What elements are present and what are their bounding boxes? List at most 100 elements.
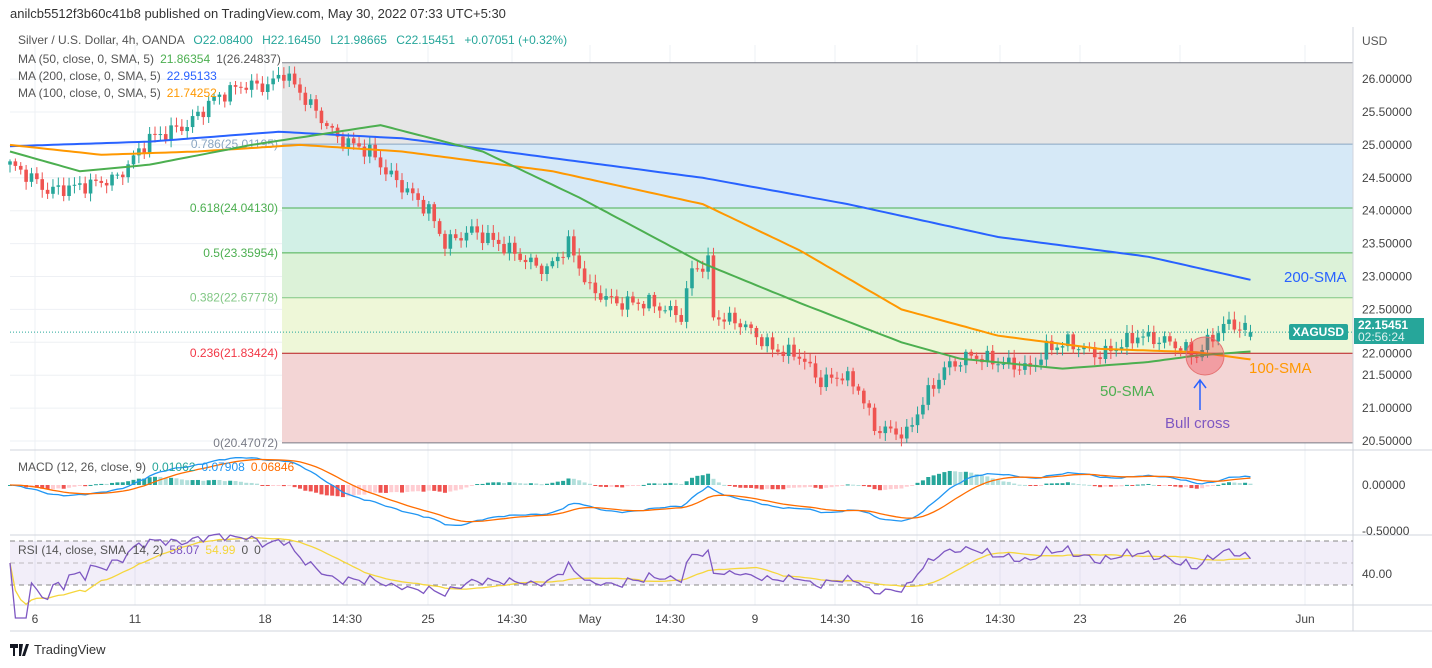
sma100-annotation: 100-SMA	[1249, 360, 1312, 377]
fib-label-0: 0(20.47072)	[213, 436, 278, 450]
candle	[996, 357, 1000, 373]
candle-body	[819, 377, 823, 388]
candle	[813, 355, 818, 384]
candle	[754, 325, 759, 345]
candle-body	[319, 110, 324, 124]
candle	[78, 176, 82, 191]
candle	[470, 219, 474, 235]
ma50-legend[interactable]: MA (50, close, 0, SMA, 5) 21.86354 1(26.24…	[18, 52, 281, 66]
candle	[733, 307, 737, 330]
time-tick: 14:30	[332, 612, 362, 626]
candle-body	[384, 167, 388, 175]
ma200-legend[interactable]: MA (200, close, 0, SMA, 5) 22.95133	[18, 69, 217, 83]
tradingview-logo[interactable]: TradingView	[10, 642, 106, 657]
candle	[1152, 325, 1156, 349]
candle	[915, 406, 920, 434]
candle	[910, 417, 914, 433]
candle-body	[985, 350, 990, 363]
candle-body	[78, 183, 82, 185]
rsi-legend[interactable]: RSI (14, close, SMA, 14, 2) 58.07 54.99 0 0	[18, 543, 261, 557]
macd-histogram-bar	[1237, 482, 1242, 485]
macd-histogram-bar	[937, 473, 942, 485]
macd-histogram-bar	[641, 484, 646, 486]
candle	[453, 229, 458, 241]
candle-body	[802, 358, 807, 362]
publisher-line: anilcb5512f3b60c41b8 published on Tradin…	[10, 6, 506, 21]
candle-body	[620, 303, 624, 310]
macd-histogram-bar	[152, 476, 157, 485]
candle-body	[636, 302, 641, 304]
candle	[727, 306, 732, 325]
macd-histogram-bar	[464, 485, 469, 488]
candle	[512, 236, 517, 261]
candle	[1098, 351, 1102, 365]
time-tick: 16	[910, 612, 924, 626]
macd-histogram-bar	[136, 478, 141, 485]
candle	[856, 383, 861, 395]
candle	[475, 218, 479, 240]
candle	[378, 149, 383, 175]
candle	[1066, 331, 1070, 352]
candle	[969, 349, 974, 361]
candle-body	[899, 434, 904, 439]
candle-body	[507, 242, 512, 254]
candle-body	[786, 344, 791, 356]
candle-body	[158, 134, 163, 136]
macd-histogram-bar	[61, 485, 66, 489]
sma100-line	[9, 143, 1251, 361]
candle	[35, 167, 39, 184]
macd-histogram-bar	[663, 483, 668, 485]
macd-histogram-bar	[287, 485, 292, 487]
candle-body	[255, 80, 259, 84]
macd-histogram-bar	[265, 485, 270, 486]
macd-histogram-bar	[775, 485, 780, 490]
candle	[631, 291, 635, 306]
macd-histogram-bar	[1065, 482, 1070, 485]
candle-body	[67, 185, 71, 197]
candle-body	[1017, 369, 1022, 371]
rsi-sma-value: 54.99	[205, 543, 236, 557]
macd-histogram-bar	[292, 485, 297, 488]
price-tick: 23.50000	[1362, 237, 1412, 251]
candle	[604, 288, 608, 307]
macd-histogram-bar	[856, 484, 861, 486]
candle	[83, 176, 87, 199]
candle-body	[244, 87, 249, 90]
ma100-legend[interactable]: MA (100, close, 0, SMA, 5) 21.74252	[18, 86, 217, 100]
macd-histogram-bar	[99, 483, 104, 485]
candle	[1173, 338, 1178, 357]
candle-body	[1194, 356, 1199, 358]
candle-body	[829, 374, 834, 378]
candle-body	[223, 94, 227, 102]
macd-histogram-bar	[394, 485, 399, 493]
candle	[185, 119, 190, 139]
macd-histogram-bar	[72, 485, 77, 487]
candle-body	[550, 261, 555, 267]
candle	[926, 377, 931, 411]
candle-body	[851, 371, 855, 387]
candle-body	[142, 148, 147, 154]
macd-histogram-bar	[652, 483, 657, 485]
sma50-annotation: 50-SMA	[1100, 383, 1155, 400]
candle	[346, 133, 351, 156]
macd-histogram-bar	[894, 485, 899, 489]
macd-histogram-bar	[749, 485, 754, 488]
candle-body	[330, 125, 334, 128]
candle	[845, 366, 850, 387]
candle-body	[947, 361, 952, 368]
macd-histogram-bar	[1033, 485, 1038, 486]
candle-body	[1146, 331, 1151, 337]
candle-body	[190, 116, 195, 128]
macd-histogram-bar	[1232, 482, 1237, 485]
candle-body	[341, 136, 345, 149]
macd-histogram-bar	[555, 481, 560, 485]
macd-histogram-bar	[571, 478, 576, 485]
candle	[1044, 334, 1049, 368]
candle	[776, 343, 780, 356]
macd-legend[interactable]: MACD (12, 26, close, 9) 0.01062 0.07908 0.0…	[18, 460, 294, 474]
candle	[51, 179, 55, 199]
candle-body	[94, 179, 98, 181]
macd-histogram-bar	[459, 485, 464, 490]
ma50-label: MA (50, close, 0, SMA, 5)	[18, 52, 155, 66]
